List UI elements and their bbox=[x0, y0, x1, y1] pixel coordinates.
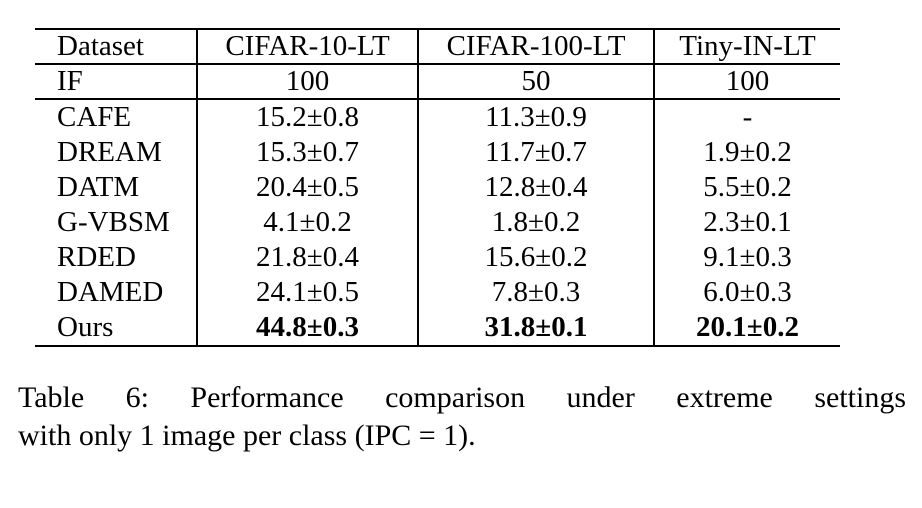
method-cell: G-VBSM bbox=[57, 206, 170, 238]
table-row-gvbsm: G-VBSM 4.1±0.2 1.8±0.2 2.3±0.1 bbox=[35, 205, 840, 240]
value-cell: 11.7±0.7 bbox=[417, 135, 654, 170]
value-cell: 24.1±0.5 bbox=[196, 275, 418, 310]
value-cell: 44.8±0.3 bbox=[196, 310, 418, 346]
value-cell: 9.1±0.3 bbox=[653, 240, 840, 275]
method-cell: DAMED bbox=[57, 276, 164, 308]
table-row-damed: DAMED 24.1±0.5 7.8±0.3 6.0±0.3 bbox=[35, 275, 840, 310]
table-row-datm: DATM 20.4±0.5 12.8±0.4 5.5±0.2 bbox=[35, 170, 840, 205]
value-cell: 15.2±0.8 bbox=[196, 99, 418, 135]
value-cell: 6.0±0.3 bbox=[653, 275, 840, 310]
value-cell: 7.8±0.3 bbox=[417, 275, 654, 310]
col-header-dataset: Dataset bbox=[35, 29, 197, 65]
value-cell: 5.5±0.2 bbox=[653, 170, 840, 205]
value-cell: 20.1±0.2 bbox=[653, 310, 840, 346]
value-cell: 20.4±0.5 bbox=[196, 170, 418, 205]
value-cell: 15.3±0.7 bbox=[196, 135, 418, 170]
table-caption-line2: with only 1 image per class (IPC = 1). bbox=[18, 419, 476, 452]
method-cell: RDED bbox=[57, 241, 136, 273]
value-cell: 12.8±0.4 bbox=[417, 170, 654, 205]
results-table: Dataset CIFAR-10-LT CIFAR-100-LT Tiny-IN… bbox=[35, 28, 840, 347]
method-cell: CAFE bbox=[57, 101, 132, 133]
value-cell: 21.8±0.4 bbox=[196, 240, 418, 275]
table-caption: Table 6: Performance comparison under ex… bbox=[18, 379, 906, 455]
table-row-ours: Ours 44.8±0.3 31.8±0.1 20.1±0.2 bbox=[35, 310, 840, 346]
value-cell: 1.9±0.2 bbox=[653, 135, 840, 170]
table-row-cafe: CAFE 15.2±0.8 11.3±0.9 - bbox=[35, 99, 840, 135]
if-value-cell: 100 bbox=[196, 64, 418, 100]
method-cell: DREAM bbox=[57, 136, 162, 168]
header-row: Dataset CIFAR-10-LT CIFAR-100-LT Tiny-IN… bbox=[35, 29, 840, 65]
value-cell: 4.1±0.2 bbox=[196, 205, 418, 240]
value-cell: 2.3±0.1 bbox=[653, 205, 840, 240]
if-value-cell: 50 bbox=[417, 64, 654, 100]
method-cell: Ours bbox=[57, 311, 114, 343]
value-cell: 15.6±0.2 bbox=[417, 240, 654, 275]
col-header-cifar100lt: CIFAR-100-LT bbox=[417, 29, 654, 65]
table-caption-line1: Table 6: Performance comparison under ex… bbox=[18, 381, 906, 414]
value-cell: 31.8±0.1 bbox=[417, 310, 654, 346]
if-value-cell: 100 bbox=[653, 64, 840, 100]
value-cell: - bbox=[653, 99, 840, 135]
imbalance-factor-row: IF 100 50 100 bbox=[35, 64, 840, 100]
table-row-dream: DREAM 15.3±0.7 11.7±0.7 1.9±0.2 bbox=[35, 135, 840, 170]
value-cell: 11.3±0.9 bbox=[417, 99, 654, 135]
table-row-rded: RDED 21.8±0.4 15.6±0.2 9.1±0.3 bbox=[35, 240, 840, 275]
value-cell: 1.8±0.2 bbox=[417, 205, 654, 240]
col-header-tinyinlt: Tiny-IN-LT bbox=[653, 29, 840, 65]
if-label: IF bbox=[35, 64, 197, 100]
col-header-cifar10lt: CIFAR-10-LT bbox=[196, 29, 418, 65]
method-cell: DATM bbox=[57, 171, 140, 203]
